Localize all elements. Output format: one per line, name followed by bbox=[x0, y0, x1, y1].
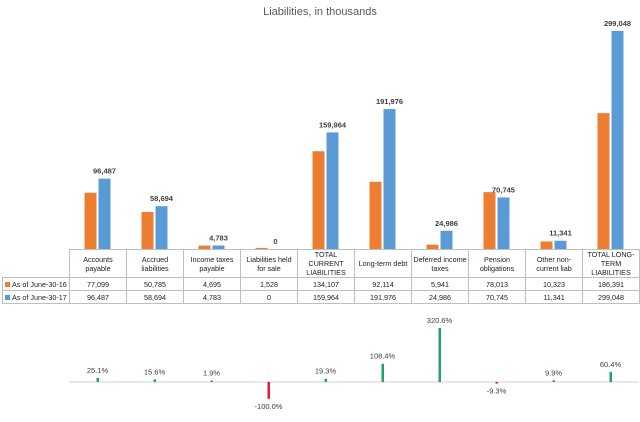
category-header: Pension obligations bbox=[468, 249, 526, 278]
data-label: 70,745 bbox=[492, 185, 515, 194]
category-header: Liabilities held for sale bbox=[240, 249, 298, 278]
bar-2016 bbox=[255, 247, 268, 249]
change-bar bbox=[381, 363, 384, 382]
bar-2016 bbox=[312, 151, 325, 249]
table-cell: 11,341 bbox=[525, 290, 583, 304]
data-label: 58,694 bbox=[150, 194, 174, 203]
liabilities-bar-chart: 96,487 58,694 4,783 0 159,964 191,976 24,986 70… bbox=[84, 19, 631, 249]
bar-2016 bbox=[597, 113, 610, 249]
change-label: 9.9% bbox=[545, 368, 562, 377]
data-label: 191,976 bbox=[376, 97, 403, 106]
bar-2017 bbox=[326, 132, 339, 249]
chart-title: Liabilities, in thousands bbox=[263, 6, 377, 18]
category-header: Accrued liabilities bbox=[126, 249, 184, 278]
change-label: 25.1% bbox=[87, 366, 109, 375]
change-bar bbox=[267, 382, 270, 399]
change-bar bbox=[96, 377, 99, 382]
table-cell: 4,695 bbox=[183, 277, 241, 291]
change-bar bbox=[324, 378, 327, 382]
table-cell: 70,745 bbox=[468, 290, 526, 304]
table-cell: 1,528 bbox=[240, 277, 298, 291]
data-label: 0 bbox=[273, 237, 277, 246]
table-cell: 159,964 bbox=[297, 290, 355, 304]
table-corner bbox=[2, 249, 70, 278]
change-bar bbox=[438, 328, 441, 382]
change-bar bbox=[552, 380, 555, 382]
bar-2016 bbox=[483, 192, 496, 249]
data-label: 4,783 bbox=[209, 234, 228, 243]
change-label: 320.6% bbox=[427, 316, 453, 325]
bar-2017 bbox=[440, 230, 453, 249]
data-label: 11,341 bbox=[549, 229, 572, 238]
change-label: 60.4% bbox=[600, 360, 622, 369]
table-row-2017: As of June-30-17 96,487 58,694 4,783 0 1… bbox=[2, 290, 640, 304]
table-cell: 77,099 bbox=[69, 277, 127, 291]
change-label: 15.6% bbox=[144, 367, 166, 376]
legend-swatch-blue bbox=[5, 295, 10, 301]
bar-2016 bbox=[198, 245, 211, 249]
table-cell: 78,013 bbox=[468, 277, 526, 291]
change-bar bbox=[495, 382, 498, 384]
change-bar bbox=[153, 379, 156, 382]
bar-2017 bbox=[212, 245, 225, 249]
table-cell: 92,114 bbox=[354, 277, 412, 291]
change-label: 108.4% bbox=[370, 352, 396, 361]
change-bar bbox=[210, 380, 213, 382]
category-header: Deferred income taxes bbox=[411, 249, 469, 278]
data-label: 24,986 bbox=[435, 219, 458, 228]
bar-2016 bbox=[84, 192, 97, 249]
category-header: TOTAL CURRENT LIABILITIES bbox=[297, 249, 355, 278]
bar-2017 bbox=[611, 31, 624, 249]
table-row-2016: As of June-30-16 77,099 50,785 4,695 1,5… bbox=[2, 277, 640, 291]
legend-swatch-orange bbox=[5, 282, 10, 288]
category-header: Accounts payable bbox=[69, 249, 127, 278]
table-cell: 299,048 bbox=[582, 290, 640, 304]
table-header-row: Accounts payable Accrued liabilities Inc… bbox=[2, 249, 640, 278]
category-header: TOTAL LONG-TERM LIABILITIES bbox=[582, 249, 640, 278]
change-label: 1.9% bbox=[203, 369, 220, 378]
table-cell: 50,785 bbox=[126, 277, 184, 291]
bar-2016 bbox=[426, 244, 439, 249]
bar-2016 bbox=[369, 181, 382, 249]
table-cell: 24,986 bbox=[411, 290, 469, 304]
category-header: Long-term debt bbox=[354, 249, 412, 278]
table-cell: 0 bbox=[240, 290, 298, 304]
bar-2017 bbox=[383, 109, 396, 249]
table-cell: 5,941 bbox=[411, 277, 469, 291]
bar-2017 bbox=[155, 206, 168, 249]
data-label: 299,048 bbox=[604, 19, 631, 28]
bar-2017 bbox=[554, 240, 567, 249]
bar-2017 bbox=[497, 197, 510, 249]
bar-2017 bbox=[98, 178, 111, 249]
data-table: Accounts payable Accrued liabilities Inc… bbox=[2, 249, 640, 304]
series-name: As of June-30-16 bbox=[12, 279, 67, 289]
bar-2016 bbox=[540, 241, 553, 249]
table-cell: 96,487 bbox=[69, 290, 127, 304]
change-bar bbox=[609, 371, 612, 382]
series-name: As of June-30-17 bbox=[12, 292, 67, 302]
category-header: Other non-current liab bbox=[525, 249, 583, 278]
table-cell: 186,391 bbox=[582, 277, 640, 291]
bar-2016 bbox=[141, 211, 154, 249]
change-label: -9.3% bbox=[487, 387, 507, 396]
series-legend-2017: As of June-30-17 bbox=[2, 290, 70, 304]
series-legend-2016: As of June-30-16 bbox=[2, 277, 70, 291]
change-label: -100.0% bbox=[255, 402, 283, 411]
category-header: Income taxes payable bbox=[183, 249, 241, 278]
table-cell: 10,323 bbox=[525, 277, 583, 291]
table-cell: 4,783 bbox=[183, 290, 241, 304]
table-cell: 58,694 bbox=[126, 290, 184, 304]
table-cell: 191,976 bbox=[354, 290, 412, 304]
table-cell: 134,107 bbox=[297, 277, 355, 291]
data-label: 96,487 bbox=[93, 167, 116, 176]
change-label: 19.3% bbox=[315, 367, 337, 376]
data-label: 159,964 bbox=[319, 120, 347, 129]
